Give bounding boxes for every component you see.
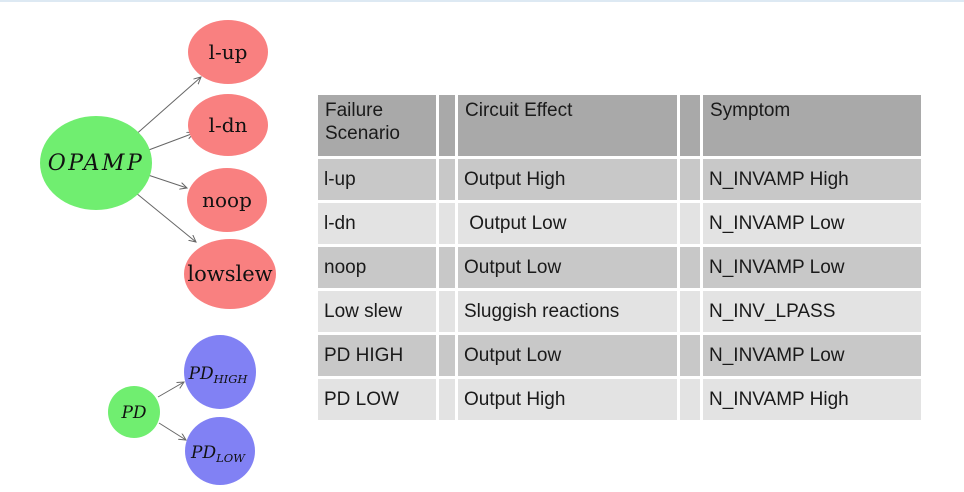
cell-symptom: N_INVAMP High: [703, 159, 921, 200]
cell-failure-scenario: PD LOW: [318, 379, 436, 420]
table-row-l-up: l-up Output High N_INVAMP High: [318, 159, 921, 200]
edge-opamp-lup: [132, 77, 201, 138]
node-pd-high: [184, 335, 256, 409]
cell-spacer: [680, 335, 700, 376]
header-spacer-1: [439, 95, 455, 156]
edge-opamp-ldn: [145, 133, 194, 152]
cell-spacer: [680, 379, 700, 420]
cell-spacer: [439, 291, 455, 332]
opamp-tree: OPAMP l-up l-dn noop lowslew: [40, 20, 276, 309]
header-symptom: Symptom: [703, 95, 921, 156]
cell-failure-scenario: l-dn: [318, 203, 436, 244]
cell-spacer: [439, 379, 455, 420]
cell-circuit-effect: Output High: [458, 379, 677, 420]
edge-pd-pdhigh: [157, 382, 184, 398]
node-noop: [187, 168, 267, 232]
node-opamp: [40, 116, 152, 210]
header-failure-scenario: Failure Scenario: [318, 95, 436, 156]
node-l-dn-label: l-dn: [209, 113, 248, 137]
cell-failure-scenario: noop: [318, 247, 436, 288]
cell-symptom: N_INVAMP Low: [703, 247, 921, 288]
failure-table: Failure Scenario Circuit Effect Symptom …: [315, 92, 924, 423]
table-row-low-slew: Low slew Sluggish reactions N_INV_LPASS: [318, 291, 921, 332]
cell-spacer: [439, 247, 455, 288]
node-l-up-label: l-up: [209, 40, 248, 64]
node-l-up: [188, 20, 268, 84]
cell-spacer: [680, 203, 700, 244]
node-lowslew: [184, 239, 276, 309]
cell-spacer: [439, 203, 455, 244]
cell-circuit-effect: Sluggish reactions: [458, 291, 677, 332]
node-pd-label: PD: [120, 403, 146, 423]
header-circuit-effect: Circuit Effect: [458, 95, 677, 156]
cell-symptom: N_INVAMP High: [703, 379, 921, 420]
cell-symptom: N_INV_LPASS: [703, 291, 921, 332]
node-pd-low-label: PDLOW: [190, 443, 246, 465]
cell-circuit-effect: Output Low: [458, 335, 677, 376]
cell-failure-scenario: Low slew: [318, 291, 436, 332]
table-header-row: Failure Scenario Circuit Effect Symptom: [318, 95, 921, 156]
cell-failure-scenario: l-up: [318, 159, 436, 200]
table-row-l-dn: l-dn Output Low N_INVAMP Low: [318, 203, 921, 244]
cell-failure-scenario: PD HIGH: [318, 335, 436, 376]
cell-circuit-effect: Output Low: [458, 247, 677, 288]
edge-opamp-lowslew: [135, 192, 196, 242]
cell-symptom: N_INVAMP Low: [703, 335, 921, 376]
cell-spacer: [680, 159, 700, 200]
node-pd: [108, 386, 160, 438]
edge-pd-pdlow: [158, 422, 186, 440]
cell-circuit-effect: Output High: [458, 159, 677, 200]
top-edge-strip: [0, 0, 964, 2]
node-lowslew-label: lowslew: [187, 262, 272, 286]
cell-symptom: N_INVAMP Low: [703, 203, 921, 244]
node-noop-label: noop: [202, 188, 252, 212]
cell-spacer: [439, 159, 455, 200]
table-row-pd-low: PD LOW Output High N_INVAMP High: [318, 379, 921, 420]
pd-tree: PD PDHIGH PDLOW: [108, 335, 256, 485]
fault-tree-diagram: OPAMP l-up l-dn noop lowslew PD PDHIGH P…: [40, 20, 276, 485]
cell-spacer: [680, 291, 700, 332]
table-row-noop: noop Output Low N_INVAMP Low: [318, 247, 921, 288]
cell-spacer: [439, 335, 455, 376]
node-opamp-label: OPAMP: [48, 151, 145, 176]
node-l-dn: [188, 94, 268, 156]
node-pd-high-label: PDHIGH: [188, 364, 249, 386]
header-spacer-2: [680, 95, 700, 156]
edge-opamp-noop: [147, 174, 187, 188]
node-pd-low: [185, 417, 255, 485]
table-row-pd-high: PD HIGH Output Low N_INVAMP Low: [318, 335, 921, 376]
cell-spacer: [680, 247, 700, 288]
cell-circuit-effect: Output Low: [458, 203, 677, 244]
